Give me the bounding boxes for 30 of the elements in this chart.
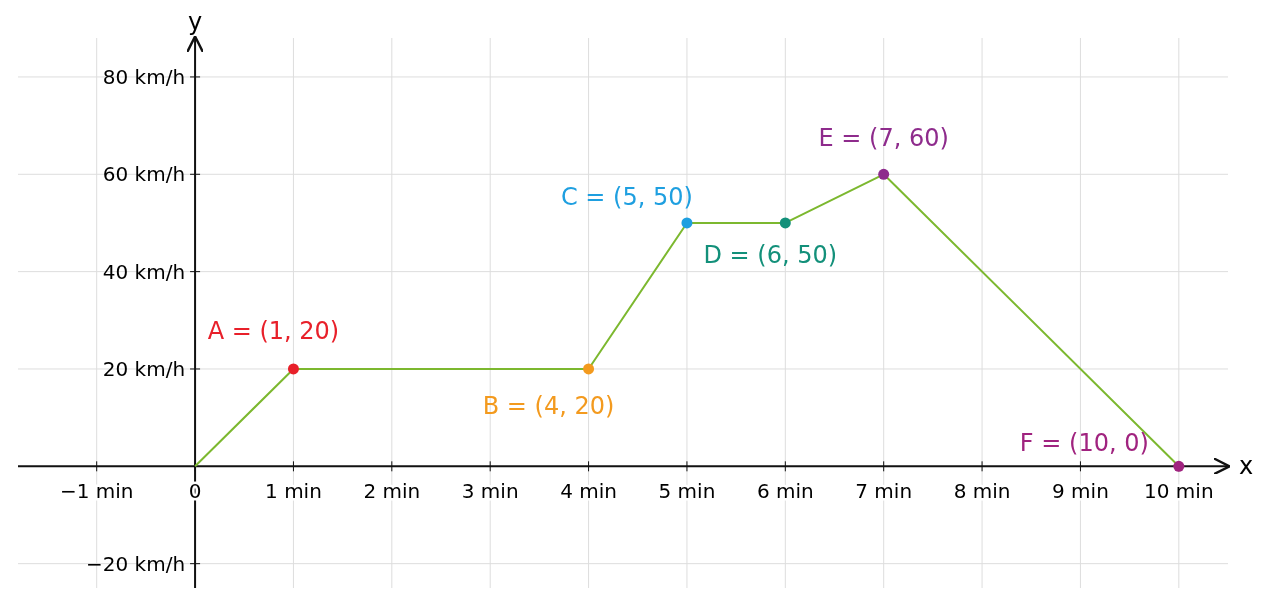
annotation: E = (7, 60) bbox=[818, 124, 949, 153]
x-tick-label: 7 min bbox=[855, 479, 913, 504]
y-tick-label: 60 km/h bbox=[102, 162, 186, 187]
x-axis-title: x bbox=[1238, 452, 1254, 481]
annotation: A = (1, 20) bbox=[207, 316, 340, 345]
annotation: F = (10, 0) bbox=[1019, 429, 1149, 458]
point bbox=[878, 168, 890, 180]
annotation: D = (6, 50) bbox=[703, 240, 838, 269]
point bbox=[287, 363, 299, 375]
y-tick-label: 80 km/h bbox=[102, 64, 186, 89]
y-tick-label: 20 km/h bbox=[102, 356, 186, 381]
annotation: C = (5, 50) bbox=[560, 182, 693, 211]
x-tick-label: 4 min bbox=[560, 479, 617, 504]
x-tick-label: −1 min bbox=[59, 479, 134, 504]
x-tick-label: 10 min bbox=[1144, 479, 1214, 504]
x-tick-label: 1 min bbox=[265, 479, 322, 504]
y-axis-title: y bbox=[187, 8, 203, 36]
x-tick-label: 2 min bbox=[363, 479, 421, 504]
x-tick-label: 8 min bbox=[953, 479, 1011, 504]
y-tick-label: 40 km/h bbox=[102, 259, 186, 284]
x-tick-label: 6 min bbox=[756, 479, 814, 504]
y-tick-label: −20 km/h bbox=[86, 551, 186, 576]
point bbox=[583, 363, 595, 375]
point bbox=[681, 217, 693, 229]
x-tick-label: 5 min bbox=[658, 479, 716, 504]
annotation: B = (4, 20) bbox=[482, 391, 615, 420]
point bbox=[1173, 460, 1185, 472]
x-tick-label: 3 min bbox=[461, 479, 519, 504]
point bbox=[779, 217, 791, 229]
x-tick-label: 9 min bbox=[1052, 479, 1109, 504]
